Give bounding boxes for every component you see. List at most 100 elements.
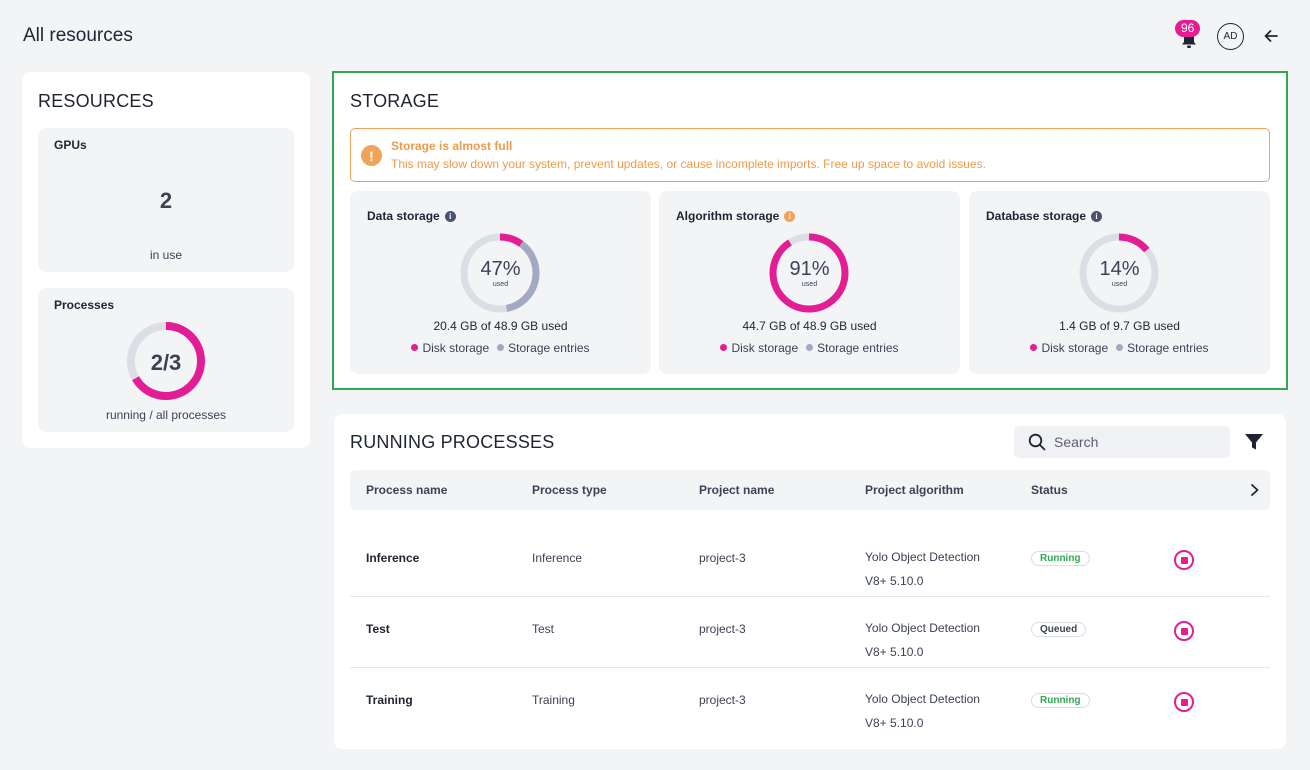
status-badge: Running (1032, 552, 1089, 565)
processes-tile: Processes 2/3 running / all processes (38, 288, 294, 432)
notifications-button[interactable]: 96 (1175, 20, 1203, 50)
processes-label: Processes (54, 298, 115, 312)
warning-icon: ! (361, 145, 382, 166)
data-storage-ring (460, 233, 540, 313)
processes-ring (127, 322, 205, 400)
stop-process-button[interactable] (1174, 621, 1194, 641)
gpu-label: GPUs (54, 138, 87, 152)
filter-icon[interactable] (1244, 432, 1264, 452)
legend-disk: Disk storage (422, 341, 490, 355)
arrow-left-icon (1264, 30, 1278, 42)
gpu-count: 2 (159, 188, 173, 213)
search-icon (1028, 433, 1046, 451)
database-storage-tile: Database storage i 14% used 1.4 GB of 9.7… (969, 191, 1270, 374)
used-label: used (1111, 281, 1128, 288)
algorithm-storage-tile: Algorithm storage i 91% used 44.7 GB of 4… (659, 191, 960, 374)
disk-storage-arc (1079, 233, 1159, 313)
resources-title: RESOURCES (38, 91, 154, 111)
data-storage-tile: Data storage i 47% used 20.4 GB of 48.9 G… (350, 191, 651, 374)
chevron-right-icon[interactable] (1248, 482, 1262, 498)
info-icon[interactable]: i (1091, 210, 1103, 222)
process-type: Training (532, 693, 575, 707)
project-algorithm: Yolo Object Detection V8+ 5.10.0 (865, 550, 980, 588)
column-process-name[interactable]: Process name (366, 483, 448, 497)
running-processes-card: RUNNING PROCESSES Process name Process t… (334, 414, 1286, 749)
entries-dot (497, 344, 505, 351)
project-name: project-3 (699, 693, 746, 707)
stop-icon (1180, 556, 1188, 564)
table-header: Process name Process type Project name P… (350, 470, 1270, 510)
stop-process-button[interactable] (1174, 550, 1194, 570)
project-name: project-3 (699, 551, 746, 565)
column-project-algorithm[interactable]: Project algorithm (865, 483, 964, 497)
algorithm-storage-percent: 91% (789, 258, 830, 280)
storage-alert: ! Storage is almost full This may slow d… (350, 128, 1270, 182)
info-icon[interactable]: i (784, 210, 796, 222)
alert-title: Storage is almost full (391, 139, 513, 153)
gpu-subtext: in use (149, 248, 183, 262)
running-processes-title: RUNNING PROCESSES (350, 432, 555, 452)
process-name: Training (366, 693, 413, 707)
entries-dot (806, 344, 814, 351)
storage-legend: Disk storage Storage entries (659, 341, 960, 355)
disk-storage-arc (460, 233, 540, 313)
disk-dot (1030, 344, 1038, 351)
legend-disk: Disk storage (1041, 341, 1109, 355)
processes-subtext: running / all processes (105, 408, 227, 422)
project-algorithm: Yolo Object Detection V8+ 5.10.0 (865, 621, 980, 659)
stop-icon (1180, 698, 1188, 706)
process-type: Test (532, 622, 555, 636)
table-row[interactable]: Training Training project-3 Yolo Object … (350, 668, 1270, 739)
disk-storage-arc (769, 233, 849, 313)
project-name: project-3 (699, 622, 746, 636)
storage-legend: Disk storage Storage entries (350, 341, 651, 355)
database-storage-ring (1079, 233, 1159, 313)
status-badge: Queued (1032, 623, 1086, 636)
stop-process-button[interactable] (1174, 692, 1194, 712)
resources-card: RESOURCES GPUs 2 in use Processes 2/3 ru… (22, 72, 310, 448)
notification-badge: 96 (1175, 20, 1201, 37)
disk-dot (720, 344, 728, 351)
status-badge: Running (1032, 694, 1089, 707)
database-storage-label: Database storage (986, 209, 1087, 223)
algorithm-storage-amount: 44.7 GB of 48.9 GB used (742, 319, 877, 333)
legend-entries: Storage entries (1127, 341, 1209, 355)
database-storage-percent: 14% (1099, 258, 1140, 280)
search-input[interactable] (1054, 434, 1214, 450)
column-status[interactable]: Status (1031, 483, 1068, 497)
storage-legend: Disk storage Storage entries (969, 341, 1270, 355)
search-box (1014, 426, 1230, 458)
process-name: Test (366, 622, 390, 636)
entries-dot (1116, 344, 1124, 351)
legend-disk: Disk storage (731, 341, 799, 355)
table-row[interactable]: Test Test project-3 Yolo Object Detectio… (350, 597, 1270, 668)
column-process-type[interactable]: Process type (532, 483, 607, 497)
storage-entries-arc (460, 233, 540, 313)
legend-entries: Storage entries (508, 341, 590, 355)
storage-card: STORAGE ! Storage is almost full This ma… (332, 71, 1288, 390)
process-type: Inference (532, 551, 583, 565)
gpu-tile: GPUs 2 in use (38, 128, 294, 272)
algorithm-storage-label: Algorithm storage (676, 209, 780, 223)
database-storage-amount: 1.4 GB of 9.7 GB used (1059, 319, 1180, 333)
page-title: All resources (23, 25, 133, 46)
legend-entries: Storage entries (817, 341, 899, 355)
used-label: used (801, 281, 818, 288)
info-icon[interactable]: i (444, 210, 456, 222)
column-project-name[interactable]: Project name (699, 483, 775, 497)
table-row[interactable]: Inference Inference project-3 Yolo Objec… (350, 526, 1270, 597)
project-algorithm: Yolo Object Detection V8+ 5.10.0 (865, 692, 980, 730)
processes-value: 2/3 (150, 350, 182, 375)
used-label: used (492, 281, 509, 288)
back-button[interactable] (1258, 23, 1284, 49)
data-storage-amount: 20.4 GB of 48.9 GB used (433, 319, 568, 333)
topbar: 96 AD (1175, 20, 1284, 50)
processes-ring-arc (127, 322, 205, 400)
process-name: Inference (366, 551, 420, 565)
alert-text: This may slow down your system, prevent … (391, 157, 986, 171)
data-storage-percent: 47% (480, 258, 521, 280)
algorithm-storage-ring (769, 233, 849, 313)
data-storage-label: Data storage (367, 209, 440, 223)
storage-title: STORAGE (350, 91, 440, 111)
avatar[interactable]: AD (1217, 22, 1244, 50)
